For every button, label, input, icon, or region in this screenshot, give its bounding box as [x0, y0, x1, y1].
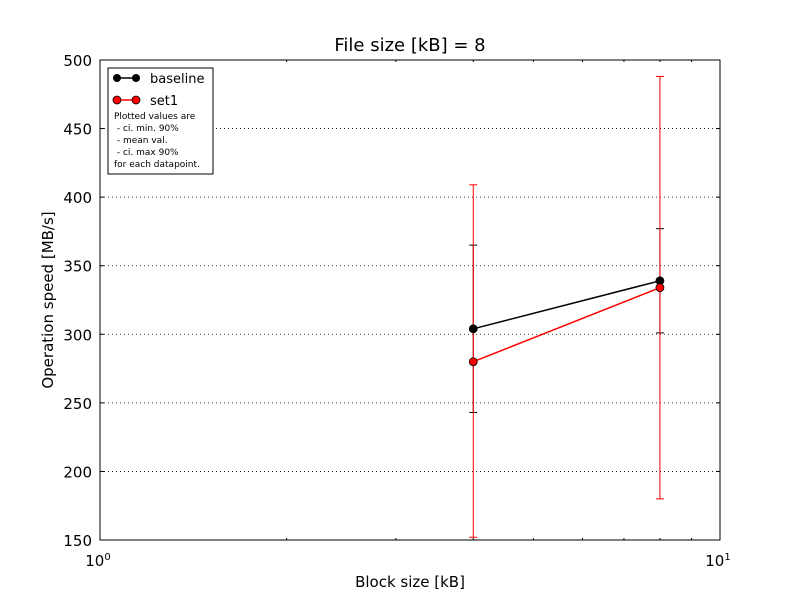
- y-tick-label: 400: [63, 189, 92, 207]
- y-tick-label: 250: [63, 395, 92, 413]
- y-tick-label: 350: [63, 258, 92, 276]
- plot-frame: [99, 59, 721, 541]
- x-tick-label: 100: [85, 552, 110, 570]
- legend-box: [107, 67, 214, 175]
- x-axis-label: Block size [kB]: [355, 573, 465, 591]
- legend-baseline-marker: [113, 74, 121, 82]
- set1-line: [473, 286, 661, 363]
- legend-set1-marker: [112, 95, 122, 105]
- y-tick-label: 450: [63, 121, 92, 139]
- baseline-line: [473, 280, 661, 330]
- legend-set1-label: set1: [150, 94, 178, 109]
- baseline-point: [468, 324, 478, 334]
- y-tick-label: 300: [63, 326, 92, 344]
- legend-note-line: - ci. min. 90%: [114, 124, 179, 134]
- set1-point: [655, 283, 665, 293]
- y-tick-label: 500: [63, 52, 92, 70]
- ticks: 150 200 250 300 350 400 450 500 100 101: [63, 52, 730, 570]
- legend-note-line: - mean val.: [114, 136, 168, 146]
- legend-note-line: - ci. max 90%: [114, 148, 179, 158]
- grid: [100, 128, 720, 472]
- y-axis-label: Operation speed [MB/s]: [39, 211, 57, 388]
- chart-title: File size [kB] = 8: [334, 35, 485, 56]
- y-tick-label: 200: [63, 463, 92, 481]
- legend-note-line: for each datapoint.: [114, 160, 200, 170]
- legend: baseline set1 Plotted values are - ci. m…: [107, 67, 214, 175]
- set1-point: [468, 357, 478, 367]
- series-layer: [468, 75, 665, 538]
- legend-note-line: Plotted values are: [114, 112, 196, 122]
- x-tick-label: 101: [705, 552, 730, 570]
- legend-set1-marker: [131, 95, 141, 105]
- legend-baseline-marker: [132, 74, 140, 82]
- legend-baseline-label: baseline: [150, 72, 204, 87]
- y-tick-label: 150: [63, 532, 92, 550]
